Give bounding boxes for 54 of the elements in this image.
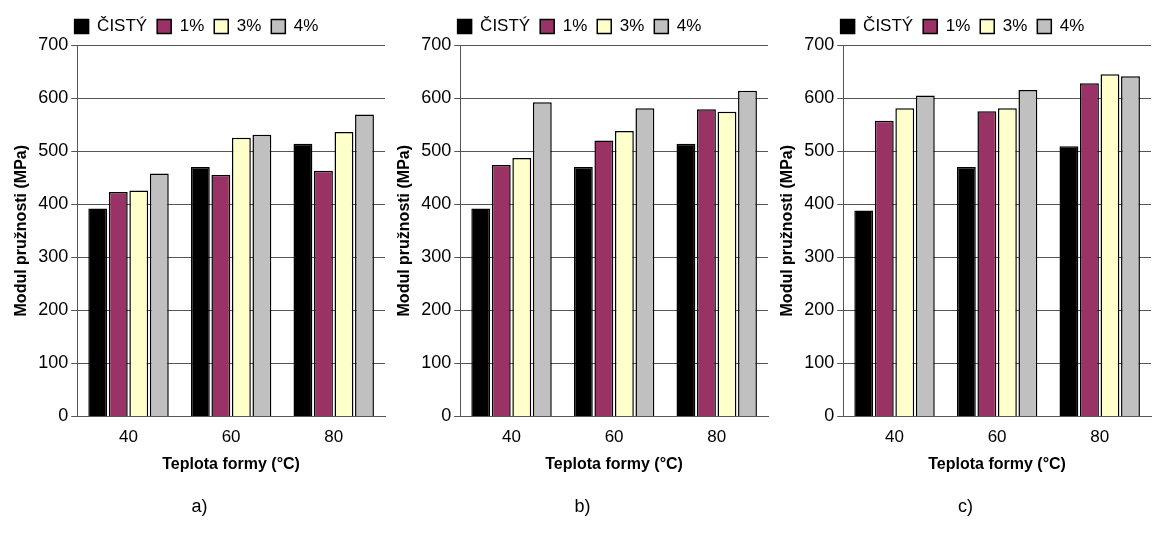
x-tick-label: 40: [885, 427, 904, 447]
legend-label: 4%: [676, 16, 702, 36]
x-tick-label: 80: [707, 427, 727, 447]
y-tick-label: 700: [38, 33, 69, 54]
x-tick-label: 40: [119, 427, 138, 447]
y-tick-label: 700: [421, 33, 452, 54]
legend-label: 1%: [562, 16, 588, 36]
y-tick-label: 200: [804, 299, 835, 320]
y-tick-label: 200: [38, 299, 69, 320]
legend-label: 3%: [236, 16, 262, 36]
x-axis-title: Teplota formy (°C): [545, 454, 683, 472]
y-tick-label: 600: [421, 87, 452, 108]
y-tick-label: 100: [38, 352, 69, 373]
legend-label: 3%: [619, 16, 645, 36]
legend-label: 3%: [1002, 16, 1028, 36]
y-tick-label: 600: [804, 87, 835, 108]
y-tick-label: 0: [441, 405, 452, 426]
x-tick-label: 40: [502, 427, 521, 447]
text: a): [191, 496, 208, 517]
y-tick-label: 700: [804, 33, 835, 54]
x-tick-label: 60: [604, 427, 624, 447]
text: c): [958, 496, 973, 517]
y-tick-label: 500: [804, 140, 835, 161]
y-tick-label: 400: [804, 193, 835, 214]
legend-label: 1%: [945, 16, 971, 36]
y-tick-label: 200: [421, 299, 452, 320]
y-tick-label: 400: [421, 193, 452, 214]
legend-label: ČISTÝ: [863, 16, 914, 36]
y-axis-title: Modul pružnosti (MPa): [778, 144, 796, 317]
x-axis-title: Teplota formy (°C): [162, 454, 300, 472]
x-tick-label: 60: [221, 427, 241, 447]
x-tick-label: 80: [1090, 427, 1110, 447]
y-tick-label: 400: [38, 193, 69, 214]
y-tick-label: 100: [804, 352, 835, 373]
y-tick-label: 500: [421, 140, 452, 161]
y-tick-label: 300: [38, 246, 69, 267]
y-tick-label: 300: [421, 246, 452, 267]
legend-label: ČISTÝ: [97, 16, 148, 36]
text: b): [574, 496, 591, 517]
y-tick-label: 300: [804, 246, 835, 267]
legend-label: ČISTÝ: [480, 16, 531, 36]
legend-label: 1%: [179, 16, 205, 36]
y-tick-label: 600: [38, 87, 69, 108]
y-axis-title: Modul pružnosti (MPa): [395, 144, 413, 317]
x-tick-label: 60: [987, 427, 1007, 447]
y-tick-label: 0: [824, 405, 835, 426]
x-tick-label: 80: [324, 427, 344, 447]
y-tick-label: 0: [58, 405, 69, 426]
x-axis-title: Teplota formy (°C): [928, 454, 1066, 472]
y-tick-label: 500: [38, 140, 69, 161]
y-axis-title: Modul pružnosti (MPa): [12, 144, 30, 317]
y-tick-label: 100: [421, 352, 452, 373]
legend-label: 4%: [1059, 16, 1085, 36]
legend-label: 4%: [293, 16, 319, 36]
